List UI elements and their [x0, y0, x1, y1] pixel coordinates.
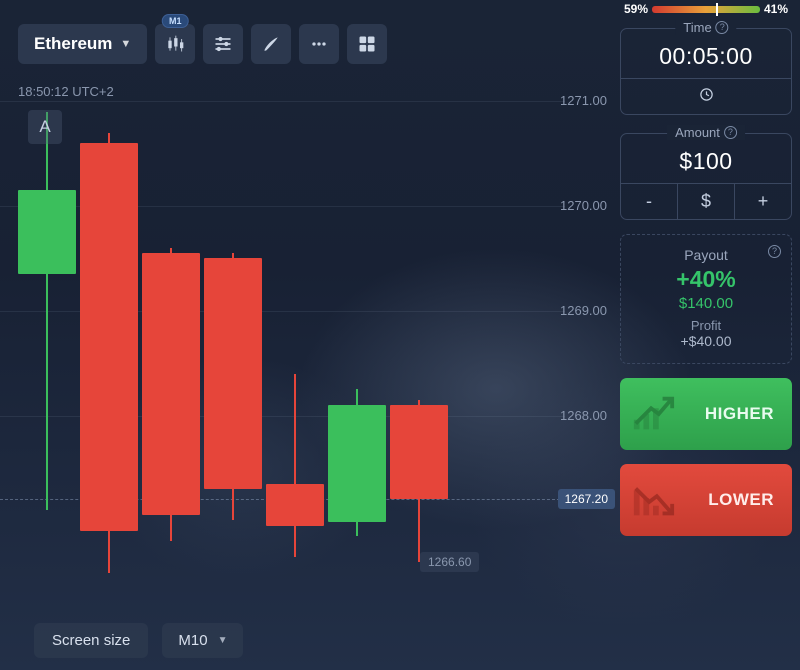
- amount-minus-button[interactable]: -: [621, 184, 678, 219]
- clock-icon: [699, 87, 714, 102]
- payout-amount: $140.00: [631, 295, 781, 312]
- amount-value: $100: [621, 134, 791, 183]
- profit-label: Profit: [631, 318, 781, 333]
- amount-panel: Amount? $100 - $ +: [620, 133, 792, 220]
- time-value: 00:05:00: [621, 29, 791, 78]
- drawing-button[interactable]: [251, 24, 291, 64]
- higher-label: HIGHER: [705, 404, 774, 424]
- screen-size-label: Screen size: [34, 623, 148, 658]
- payout-label: Payout: [631, 247, 781, 263]
- lower-button[interactable]: LOWER: [620, 464, 792, 536]
- candle: [266, 0, 324, 670]
- help-icon[interactable]: ?: [716, 21, 729, 34]
- interval-value: M10: [178, 632, 207, 649]
- forecast-price-tag: 1266.60: [420, 552, 479, 572]
- layout-button[interactable]: [347, 24, 387, 64]
- brush-icon: [261, 34, 281, 54]
- asset-name: Ethereum: [34, 34, 112, 54]
- sentiment-right: 41%: [760, 2, 792, 16]
- payout-percent: +40%: [631, 266, 781, 293]
- sentiment-gradient: [652, 6, 760, 13]
- candle: [328, 0, 386, 670]
- candle: [142, 0, 200, 670]
- settings-button[interactable]: [203, 24, 243, 64]
- trend-down-icon: [630, 477, 676, 523]
- indicators-button[interactable]: M1: [155, 24, 195, 64]
- sliders-icon: [213, 34, 233, 54]
- asset-selector[interactable]: Ethereum ▼: [18, 24, 147, 64]
- candlestick-icon: [165, 34, 185, 54]
- interval-selector[interactable]: M10 ▼: [162, 623, 243, 658]
- dots-icon: [309, 34, 329, 54]
- y-axis-label: 1268.00: [560, 408, 607, 423]
- y-axis-label: 1271.00: [560, 93, 607, 108]
- chart-timestamp: 18:50:12 UTC+2: [18, 84, 114, 99]
- timeframe-badge: M1: [162, 14, 189, 28]
- amount-plus-button[interactable]: +: [735, 184, 791, 219]
- help-icon[interactable]: ?: [724, 126, 737, 139]
- toolbar: Ethereum ▼ M1: [18, 24, 387, 64]
- trend-up-icon: [630, 391, 676, 437]
- time-panel: Time? 00:05:00: [620, 28, 792, 115]
- sentiment-marker: [716, 3, 718, 16]
- chevron-down-icon: ▼: [218, 635, 228, 646]
- chart-marker: A: [28, 110, 62, 144]
- candle: [18, 0, 76, 670]
- grid-icon: [357, 34, 377, 54]
- candle: [80, 0, 138, 670]
- amount-currency-button[interactable]: $: [678, 184, 735, 219]
- higher-button[interactable]: HIGHER: [620, 378, 792, 450]
- profit-amount: +$40.00: [631, 333, 781, 349]
- side-panel: 59% 41% Time? 00:05:00 Amount? $100 - $: [620, 0, 792, 670]
- y-axis-label: 1269.00: [560, 303, 607, 318]
- help-icon[interactable]: ?: [768, 245, 781, 258]
- time-clock-button[interactable]: [621, 79, 791, 114]
- time-panel-title: Time?: [675, 20, 736, 35]
- y-axis-label: 1270.00: [560, 198, 607, 213]
- current-price-tag: 1267.20: [558, 489, 615, 509]
- chevron-down-icon: ▼: [120, 38, 131, 50]
- candle: [204, 0, 262, 670]
- sentiment-left: 59%: [620, 2, 652, 16]
- more-button[interactable]: [299, 24, 339, 64]
- lower-label: LOWER: [708, 490, 774, 510]
- bottom-bar: Screen size M10 ▼: [34, 623, 243, 658]
- payout-panel: ? Payout +40% $140.00 Profit +$40.00: [620, 234, 792, 364]
- sentiment-bar: 59% 41%: [620, 0, 792, 18]
- amount-panel-title: Amount?: [667, 125, 745, 140]
- chart-area: Ethereum ▼ M1: [0, 0, 615, 670]
